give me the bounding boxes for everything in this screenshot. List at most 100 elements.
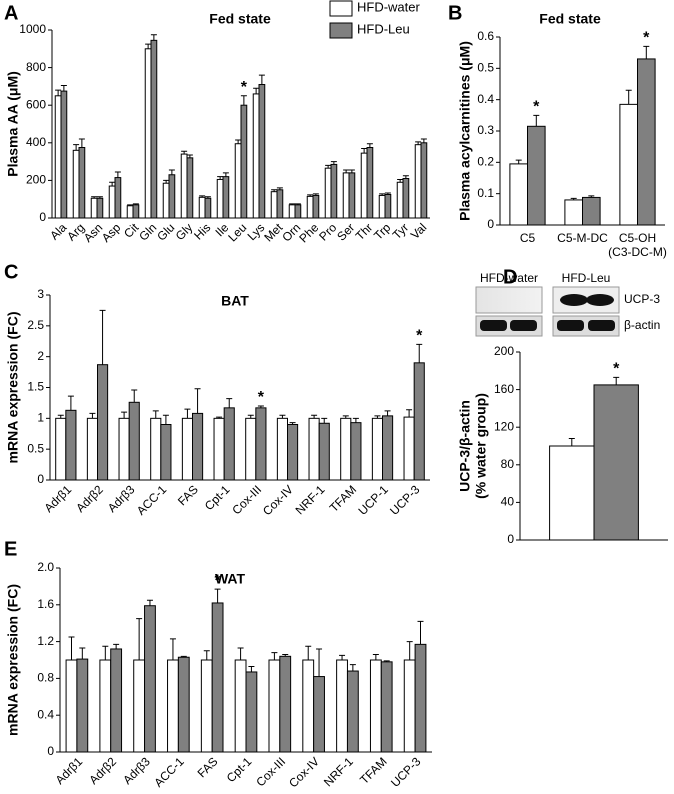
y-axis-label: Plasma acylcarnitines (μM) xyxy=(457,41,473,221)
bar xyxy=(414,144,422,219)
x-tick-label: FAS xyxy=(175,482,201,508)
significance-mark: * xyxy=(613,361,620,378)
error-bar xyxy=(162,414,169,425)
bar xyxy=(240,104,248,219)
error-bar xyxy=(79,647,86,660)
bar xyxy=(348,172,356,219)
bar xyxy=(167,659,179,753)
bar xyxy=(223,407,235,481)
x-tick-label: ACC-1 xyxy=(151,754,187,790)
bar xyxy=(55,417,67,481)
y-axis-label: (% water group) xyxy=(473,393,489,499)
y-tick-label: 600 xyxy=(26,97,46,111)
error-bar xyxy=(352,417,359,423)
error-bar xyxy=(406,641,413,660)
error-bar xyxy=(235,139,242,144)
significance-mark: * xyxy=(416,328,423,345)
error-bar xyxy=(568,437,575,446)
error-bar xyxy=(305,645,312,660)
error-bar xyxy=(343,169,350,173)
bar xyxy=(118,417,130,481)
y-tick-label: 400 xyxy=(26,135,46,149)
error-bar xyxy=(276,187,283,190)
x-tick-label: Val xyxy=(408,220,430,242)
error-bar xyxy=(194,388,201,414)
y-axis-label: mRNA expression (FC) xyxy=(5,584,21,736)
bar xyxy=(509,163,528,226)
bar xyxy=(198,196,206,219)
bar xyxy=(258,84,266,219)
bar xyxy=(168,174,176,219)
error-bar xyxy=(78,138,85,148)
x-tick-label: Cox-III xyxy=(253,754,288,789)
bar xyxy=(324,167,332,219)
error-bar xyxy=(180,655,187,658)
bar xyxy=(213,417,225,481)
error-bar xyxy=(366,143,373,148)
legend-label: HFD-water xyxy=(357,0,421,14)
error-bar xyxy=(312,193,319,196)
x-tick-label: UCP-3 xyxy=(388,754,424,790)
bar xyxy=(200,659,213,753)
bar xyxy=(340,417,352,481)
y-axis-label: UCP-3/β-actin xyxy=(457,400,473,492)
error-bar xyxy=(406,409,413,418)
bar xyxy=(150,417,162,481)
bar xyxy=(279,655,292,753)
error-bar xyxy=(91,196,98,199)
bar xyxy=(54,95,62,219)
bar xyxy=(216,178,224,219)
bar xyxy=(245,671,258,753)
error-bar xyxy=(321,417,328,424)
y-tick-label: 2.5 xyxy=(27,318,44,332)
error-bar xyxy=(402,175,409,179)
x-tick-label: Adrβ2 xyxy=(73,482,106,515)
x-tick-label: Adrβ1 xyxy=(53,754,86,787)
y-tick-label: 0.5 xyxy=(477,61,494,75)
bar xyxy=(396,181,404,219)
bar xyxy=(313,676,325,753)
bar xyxy=(287,424,299,481)
bar xyxy=(128,401,140,481)
x-tick-label: Cox-IV xyxy=(260,482,296,518)
panel-letter: E xyxy=(4,538,17,560)
bar xyxy=(342,172,350,219)
bar xyxy=(222,176,230,219)
error-bar xyxy=(330,161,337,165)
error-bar xyxy=(383,660,390,662)
bar xyxy=(288,204,296,219)
bar xyxy=(366,147,374,219)
x-tick-label: ACC-1 xyxy=(134,482,170,518)
panel-letter: D xyxy=(503,266,517,288)
y-tick-label: 0.1 xyxy=(477,186,494,200)
bar xyxy=(108,185,116,219)
bar xyxy=(255,407,267,481)
error-bar xyxy=(316,648,323,677)
error-bar xyxy=(253,87,260,94)
x-tick-label: UCP-1 xyxy=(355,482,391,518)
x-tick-label: Adrβ2 xyxy=(86,754,119,787)
error-bar xyxy=(127,204,134,206)
blot-group-label: HFD-Leu xyxy=(562,271,611,285)
error-bar xyxy=(168,169,175,175)
error-bar xyxy=(186,154,193,158)
bar xyxy=(150,39,158,219)
bar xyxy=(177,656,190,753)
y-tick-label: 1.2 xyxy=(37,634,54,648)
y-tick-label: 1 xyxy=(37,411,44,425)
bar xyxy=(270,191,278,219)
y-tick-label: 0.6 xyxy=(477,29,494,43)
error-bar xyxy=(420,138,427,143)
legend-swatch xyxy=(329,0,353,17)
x-tick-label: Adrβ3 xyxy=(105,482,138,515)
legend-label: HFD-Leu xyxy=(357,21,410,36)
bar xyxy=(65,659,78,753)
error-bar xyxy=(397,178,404,183)
bar xyxy=(402,178,410,219)
y-axis-label: mRNA expression (FC) xyxy=(5,312,21,464)
y-tick-label: 1000 xyxy=(19,22,46,36)
x-tick-label: FAS xyxy=(195,754,221,780)
error-bar xyxy=(57,414,64,419)
error-bar xyxy=(67,395,74,411)
